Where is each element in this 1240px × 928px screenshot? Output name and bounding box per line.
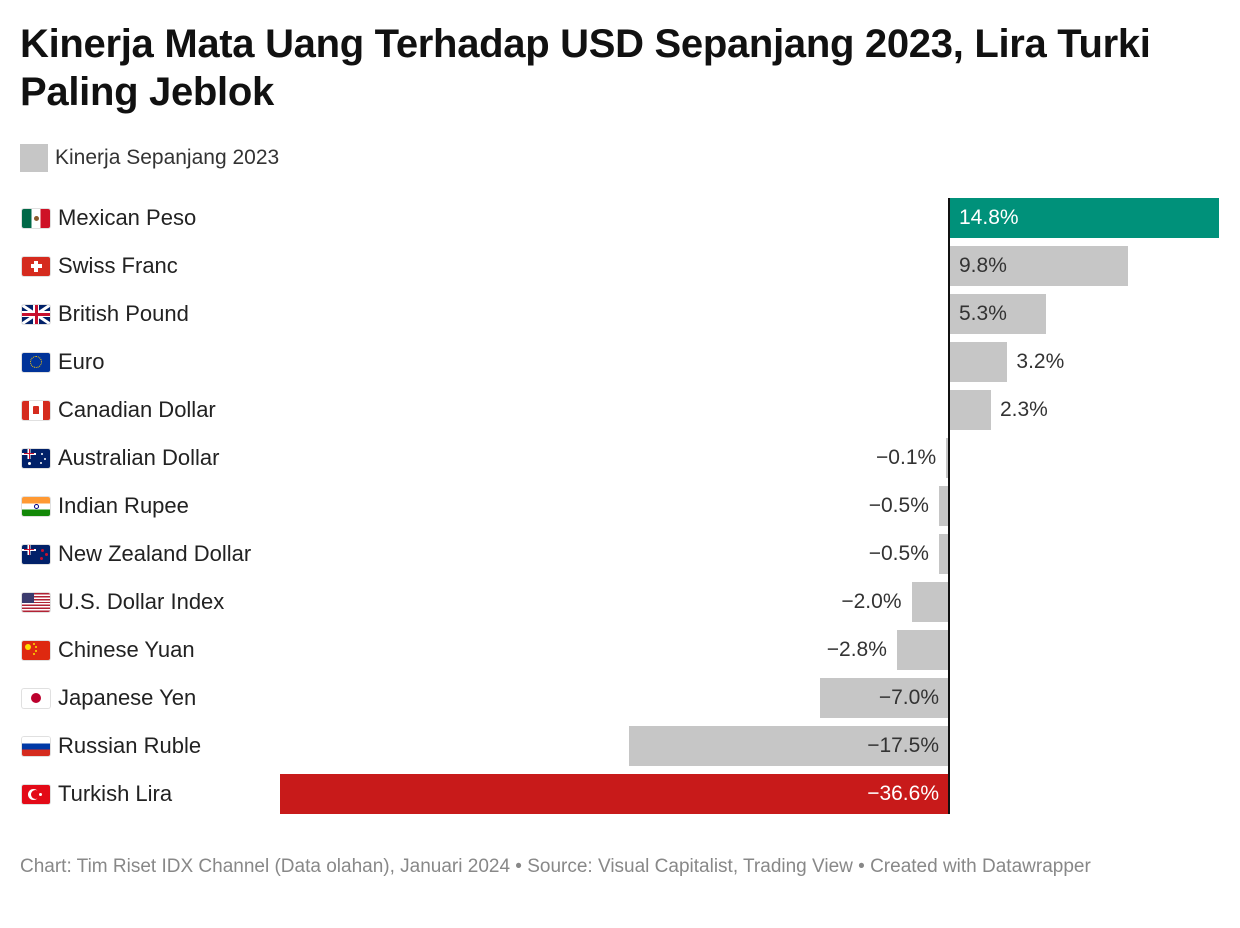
bar xyxy=(280,774,948,814)
eu-flag-icon xyxy=(22,352,50,372)
bar-row: Turkish Lira −36.6% xyxy=(0,774,1240,814)
chart-title: Kinerja Mata Uang Terhadap USD Sepanjang… xyxy=(20,22,1151,114)
category-label-text: U.S. Dollar Index xyxy=(58,589,225,614)
bar-row: New Zealand Dollar −0.5% xyxy=(0,534,1240,574)
bar-row: Japanese Yen −7.0% xyxy=(0,678,1240,718)
turkey-flag-icon xyxy=(22,784,50,804)
category-label-text: Chinese Yuan xyxy=(58,637,195,662)
uk-flag-icon xyxy=(22,304,50,324)
japan-flag-icon xyxy=(22,688,50,708)
bar xyxy=(628,726,948,766)
category-label: Canadian Dollar xyxy=(22,390,216,430)
bar-row: Chinese Yuan −2.8% xyxy=(0,630,1240,670)
value-label: −0.1% xyxy=(876,446,937,469)
bar xyxy=(949,246,1128,286)
bar-row: British Pound 5.3% xyxy=(0,294,1240,334)
value-label: −7.0% xyxy=(878,686,939,709)
bar-row: Russian Ruble −17.5% xyxy=(0,726,1240,766)
category-label-text: Australian Dollar xyxy=(58,445,220,470)
value-label: −2.0% xyxy=(841,590,902,613)
category-label: U.S. Dollar Index xyxy=(22,582,224,622)
india-flag-icon xyxy=(22,496,50,516)
bar xyxy=(911,582,948,622)
bar xyxy=(949,294,1046,334)
category-label: British Pound xyxy=(22,294,189,334)
category-label-text: Indian Rupee xyxy=(58,493,189,518)
chart-footer: Chart: Tim Riset IDX Channel (Data olaha… xyxy=(20,856,1091,877)
bar xyxy=(938,534,948,574)
legend-label: Kinerja Sepanjang 2023 xyxy=(55,146,280,169)
category-label: Swiss Franc xyxy=(22,246,178,286)
bar-row: Australian Dollar −0.1% xyxy=(0,438,1240,478)
category-label: Chinese Yuan xyxy=(22,630,195,670)
bar xyxy=(820,678,948,718)
value-label: −0.5% xyxy=(868,494,929,517)
new-zealand-flag-icon xyxy=(22,544,50,564)
legend-swatch xyxy=(20,144,48,172)
value-label: −2.8% xyxy=(826,638,887,661)
category-label: Mexican Peso xyxy=(22,198,196,238)
bar-row: Canadian Dollar 2.3% xyxy=(0,390,1240,430)
category-label-text: Swiss Franc xyxy=(58,253,178,278)
category-label: Euro xyxy=(22,342,104,382)
category-label: New Zealand Dollar xyxy=(22,534,251,574)
switzerland-flag-icon xyxy=(22,256,50,276)
value-label: −17.5% xyxy=(867,734,939,757)
value-label: 14.8% xyxy=(959,206,1019,229)
category-label: Japanese Yen xyxy=(22,678,196,718)
category-label: Russian Ruble xyxy=(22,726,201,766)
us-flag-icon xyxy=(22,592,50,612)
category-label-text: Euro xyxy=(58,349,105,374)
mexico-flag-icon xyxy=(22,208,50,228)
category-label-text: Canadian Dollar xyxy=(58,397,216,422)
category-label-text: British Pound xyxy=(58,301,189,326)
category-label-text: Japanese Yen xyxy=(58,685,197,710)
category-label-text: Turkish Lira xyxy=(58,781,173,806)
bar xyxy=(949,342,1008,382)
zero-axis-line xyxy=(948,198,950,814)
value-label: −0.5% xyxy=(868,542,929,565)
bar-row: U.S. Dollar Index −2.0% xyxy=(0,582,1240,622)
bar xyxy=(896,630,948,670)
bar xyxy=(938,486,948,526)
legend: Kinerja Sepanjang 2023 xyxy=(20,144,279,172)
canada-flag-icon xyxy=(22,400,50,420)
australia-flag-icon xyxy=(22,448,50,468)
bar-row: Swiss Franc 9.8% xyxy=(0,246,1240,286)
china-flag-icon xyxy=(22,640,50,660)
value-label: 9.8% xyxy=(959,254,1007,277)
bar xyxy=(949,390,991,430)
bar xyxy=(949,198,1220,238)
bar-row: Mexican Peso 14.8% xyxy=(0,198,1240,238)
category-label-text: Russian Ruble xyxy=(58,733,202,758)
category-label: Australian Dollar xyxy=(22,438,219,478)
category-label-text: Mexican Peso xyxy=(58,205,197,230)
bar-row: Euro 3.2% xyxy=(0,342,1240,382)
category-label: Turkish Lira xyxy=(22,774,172,814)
bar xyxy=(946,438,948,478)
category-label: Indian Rupee xyxy=(22,486,189,526)
value-label: 2.3% xyxy=(999,398,1048,421)
category-label-text: New Zealand Dollar xyxy=(58,541,252,566)
russia-flag-icon xyxy=(22,736,50,756)
value-label: 5.3% xyxy=(959,302,1007,325)
value-label: 3.2% xyxy=(1016,350,1065,373)
bar-row: Indian Rupee −0.5% xyxy=(0,486,1240,526)
value-label: −36.6% xyxy=(867,782,939,805)
